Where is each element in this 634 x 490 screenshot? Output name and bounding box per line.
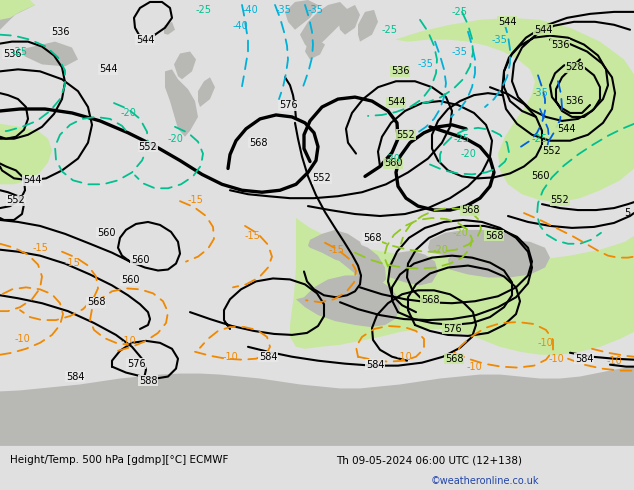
Text: 552: 552 bbox=[397, 130, 415, 140]
Text: -35: -35 bbox=[417, 59, 433, 70]
Text: 568: 568 bbox=[444, 354, 463, 364]
Text: 560: 560 bbox=[120, 275, 139, 285]
Text: -10: -10 bbox=[120, 336, 136, 346]
Text: 568: 568 bbox=[461, 205, 479, 215]
Polygon shape bbox=[300, 2, 348, 51]
Text: 560: 560 bbox=[384, 158, 402, 169]
Polygon shape bbox=[448, 240, 550, 277]
Text: 544: 544 bbox=[387, 97, 405, 107]
Text: 536: 536 bbox=[3, 49, 22, 58]
Text: 536: 536 bbox=[51, 27, 69, 37]
Text: 576: 576 bbox=[127, 359, 145, 368]
Polygon shape bbox=[165, 70, 198, 137]
Text: -15: -15 bbox=[64, 258, 80, 268]
Polygon shape bbox=[308, 230, 365, 264]
Text: -10: -10 bbox=[396, 352, 412, 362]
Polygon shape bbox=[388, 251, 438, 285]
Text: -20: -20 bbox=[452, 228, 468, 238]
Text: 584: 584 bbox=[366, 360, 384, 369]
Text: 544: 544 bbox=[99, 64, 117, 74]
Text: 568: 568 bbox=[363, 233, 381, 243]
Polygon shape bbox=[395, 18, 634, 202]
Text: -20: -20 bbox=[460, 148, 476, 159]
Text: 544: 544 bbox=[534, 24, 552, 35]
Text: 568: 568 bbox=[87, 297, 105, 307]
Text: 568: 568 bbox=[249, 138, 268, 147]
Text: 552: 552 bbox=[139, 142, 157, 151]
Text: -35: -35 bbox=[307, 5, 323, 15]
Polygon shape bbox=[296, 275, 400, 327]
Text: -25: -25 bbox=[454, 134, 470, 144]
Text: 584: 584 bbox=[66, 371, 84, 382]
Text: -35: -35 bbox=[451, 47, 467, 56]
Text: -25: -25 bbox=[196, 5, 212, 15]
Text: -40: -40 bbox=[242, 5, 258, 15]
Text: 536: 536 bbox=[551, 40, 569, 49]
Text: -10: -10 bbox=[14, 334, 30, 344]
Text: 544: 544 bbox=[498, 17, 516, 27]
Polygon shape bbox=[0, 0, 35, 30]
Text: 568: 568 bbox=[485, 231, 503, 241]
Text: 560: 560 bbox=[131, 255, 149, 265]
Polygon shape bbox=[285, 0, 318, 30]
Text: 584: 584 bbox=[259, 352, 277, 362]
Text: Height/Temp. 500 hPa [gdmp][°C] ECMWF: Height/Temp. 500 hPa [gdmp][°C] ECMWF bbox=[10, 455, 228, 465]
Polygon shape bbox=[428, 230, 525, 257]
Text: -40: -40 bbox=[232, 21, 248, 31]
Text: -25: -25 bbox=[382, 24, 398, 35]
Text: ©weatheronline.co.uk: ©weatheronline.co.uk bbox=[431, 476, 540, 486]
Polygon shape bbox=[164, 22, 175, 35]
Text: -35: -35 bbox=[491, 35, 507, 45]
Text: 528: 528 bbox=[566, 62, 585, 73]
Polygon shape bbox=[338, 5, 360, 35]
Text: -15: -15 bbox=[244, 231, 260, 241]
Polygon shape bbox=[290, 218, 634, 355]
Text: 544: 544 bbox=[557, 124, 575, 134]
Text: Th 09-05-2024 06:00 UTC (12+138): Th 09-05-2024 06:00 UTC (12+138) bbox=[336, 455, 522, 465]
Text: 588: 588 bbox=[139, 375, 157, 386]
Polygon shape bbox=[0, 124, 52, 184]
Text: 5: 5 bbox=[624, 208, 630, 218]
Text: 552: 552 bbox=[543, 146, 561, 156]
Text: -35: -35 bbox=[275, 5, 291, 15]
Text: 552: 552 bbox=[313, 173, 332, 183]
Text: 576: 576 bbox=[279, 100, 297, 110]
Text: -10: -10 bbox=[548, 354, 564, 364]
Text: 544: 544 bbox=[136, 35, 154, 45]
Text: -25: -25 bbox=[452, 7, 468, 17]
Polygon shape bbox=[338, 243, 386, 285]
Text: -10: -10 bbox=[606, 356, 622, 366]
Polygon shape bbox=[305, 40, 325, 59]
Text: -10: -10 bbox=[537, 338, 553, 348]
Polygon shape bbox=[174, 51, 196, 79]
Text: 552: 552 bbox=[6, 195, 25, 205]
Polygon shape bbox=[198, 77, 215, 107]
Polygon shape bbox=[20, 42, 78, 66]
Text: 544: 544 bbox=[23, 175, 41, 185]
Polygon shape bbox=[0, 367, 634, 446]
Text: 584: 584 bbox=[575, 354, 593, 364]
Polygon shape bbox=[358, 10, 378, 42]
Text: 576: 576 bbox=[443, 324, 462, 334]
Text: -15: -15 bbox=[32, 243, 48, 253]
Text: -35: -35 bbox=[532, 88, 548, 98]
Text: -10: -10 bbox=[466, 362, 482, 371]
Text: 560: 560 bbox=[531, 172, 549, 181]
Text: 536: 536 bbox=[565, 96, 583, 106]
Text: 536: 536 bbox=[391, 66, 410, 76]
Text: -20: -20 bbox=[120, 108, 136, 118]
Text: -20: -20 bbox=[167, 134, 183, 144]
Text: -20: -20 bbox=[384, 153, 400, 164]
Text: -10: -10 bbox=[222, 352, 238, 362]
Text: 560: 560 bbox=[97, 228, 115, 238]
Text: -20: -20 bbox=[432, 245, 448, 255]
Text: 552: 552 bbox=[550, 195, 569, 205]
Text: -15: -15 bbox=[328, 245, 344, 255]
Text: -25: -25 bbox=[12, 47, 28, 56]
Text: 568: 568 bbox=[421, 295, 439, 305]
Polygon shape bbox=[0, 0, 35, 20]
Text: -25: -25 bbox=[532, 134, 548, 144]
Text: -15: -15 bbox=[187, 195, 203, 205]
